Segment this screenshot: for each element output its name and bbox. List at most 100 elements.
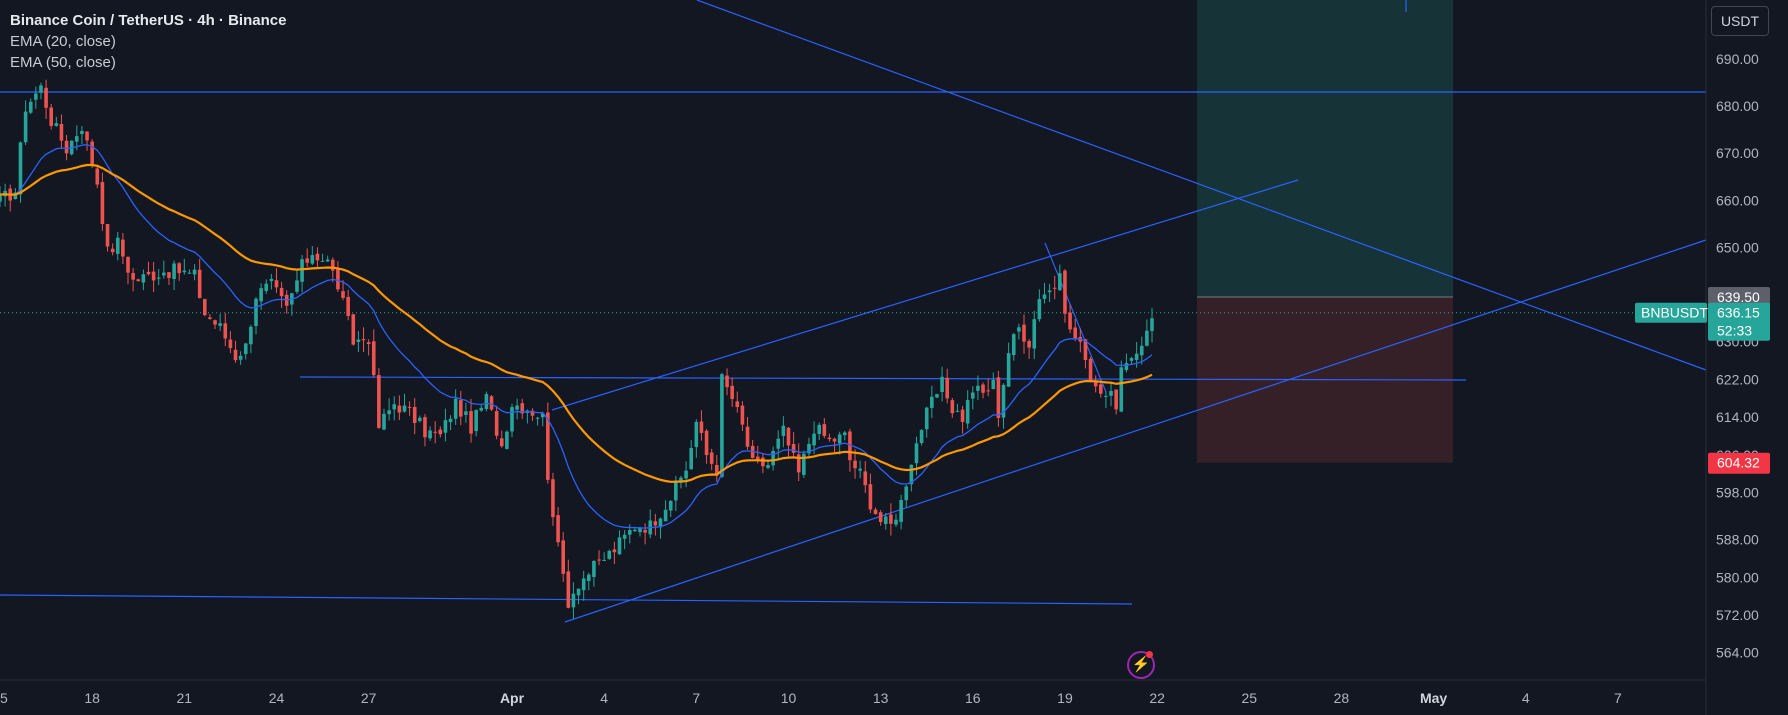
candle-body	[740, 405, 745, 425]
candle-body	[423, 417, 427, 438]
candle-body	[848, 431, 852, 461]
candle-body	[464, 411, 468, 415]
candle-body	[233, 349, 238, 361]
candle-body	[771, 450, 775, 466]
candle-body	[991, 379, 996, 390]
candle-body	[950, 400, 955, 414]
candle-body	[100, 182, 105, 224]
last-price-tag: 636.15	[1717, 305, 1760, 321]
candle-body	[633, 529, 637, 532]
candle-body	[725, 375, 729, 388]
candle-body	[95, 168, 100, 185]
candle-body	[402, 405, 407, 412]
time-tick-label: 10	[781, 690, 797, 706]
candle-body	[146, 271, 151, 275]
candle-body	[720, 374, 724, 477]
candle-body	[863, 471, 868, 486]
candle-body	[684, 470, 688, 479]
candle-body	[878, 512, 883, 523]
candle-body	[505, 431, 509, 449]
time-tick-label: 22	[1149, 690, 1165, 706]
candle-body	[1011, 334, 1016, 355]
candle-body	[1088, 358, 1093, 382]
candle-body	[387, 410, 391, 415]
candle-body	[213, 320, 217, 325]
candle-body	[919, 430, 924, 444]
candle-body	[1068, 312, 1072, 330]
candle-body	[336, 268, 340, 290]
candle-body	[228, 339, 233, 349]
candle-body	[791, 444, 796, 453]
candle-body	[587, 574, 591, 581]
price-tick-label: 622.00	[1716, 371, 1759, 387]
candle-body	[1001, 384, 1006, 418]
symbol-title[interactable]: Binance Coin / TetherUS · 4h · Binance	[10, 12, 287, 29]
candle-body	[23, 111, 28, 143]
candle-body	[668, 500, 673, 511]
candle-body	[44, 87, 48, 108]
candle-body	[18, 142, 23, 195]
candle-body	[551, 479, 555, 518]
candle-body	[996, 377, 1001, 418]
trendlines	[0, 0, 1707, 623]
time-tick-label: 13	[873, 690, 889, 706]
candle-body	[1083, 339, 1088, 360]
candle-body	[192, 269, 197, 275]
candle-body	[730, 385, 734, 400]
candle-body	[453, 398, 458, 419]
time-tick-label: May	[1420, 690, 1447, 706]
candle-body	[1058, 273, 1062, 291]
candle-body	[105, 223, 110, 247]
price-tick-label: 690.00	[1716, 51, 1759, 67]
candle-body	[469, 411, 473, 434]
candle-body	[433, 431, 437, 433]
candle-body	[438, 429, 443, 435]
ema50-legend[interactable]: EMA (50, close)	[10, 54, 116, 71]
candle-body	[602, 559, 606, 561]
candle-body	[689, 447, 693, 470]
candle-body	[1017, 327, 1021, 332]
candle-body	[924, 407, 929, 430]
candle-body	[699, 421, 704, 433]
candle-body	[428, 430, 432, 439]
lightning-icon[interactable]: ⚡	[1127, 651, 1155, 679]
candle-body	[807, 443, 811, 454]
candle-body	[448, 418, 453, 423]
candle-body	[715, 464, 719, 476]
trendline-6	[551, 179, 1299, 411]
candle-body	[1042, 294, 1047, 299]
candle-body	[162, 272, 166, 276]
candle-body	[597, 559, 601, 561]
candle-body	[0, 194, 2, 202]
candle-body	[397, 405, 402, 413]
candle-body	[1006, 353, 1011, 387]
stop-price-tag: 604.32	[1717, 455, 1760, 471]
currency-button[interactable]: USDT	[1711, 6, 1769, 36]
candle-body	[156, 277, 161, 279]
candle-body	[1022, 324, 1026, 342]
candle-body	[853, 460, 857, 469]
candle-body	[976, 385, 980, 391]
trendline-2	[696, 0, 1707, 371]
candle-body	[1119, 367, 1124, 412]
candle-body	[883, 516, 888, 525]
candle-body	[167, 272, 171, 278]
candle-body	[858, 468, 862, 471]
candle-body	[965, 400, 970, 424]
candle-body	[1124, 363, 1129, 371]
candle-body	[305, 258, 309, 263]
candle-body	[843, 432, 847, 436]
candle-body	[653, 521, 658, 526]
candle-body	[1063, 270, 1067, 314]
candle-body	[499, 438, 504, 447]
candle-body	[817, 424, 821, 435]
candle-body	[627, 530, 632, 535]
candle-body	[172, 263, 176, 279]
candle-body	[75, 136, 79, 142]
candle-body	[131, 272, 135, 280]
ema20-legend[interactable]: EMA (20, close)	[10, 33, 116, 50]
candle-body	[909, 464, 914, 485]
candle-body	[755, 456, 760, 460]
